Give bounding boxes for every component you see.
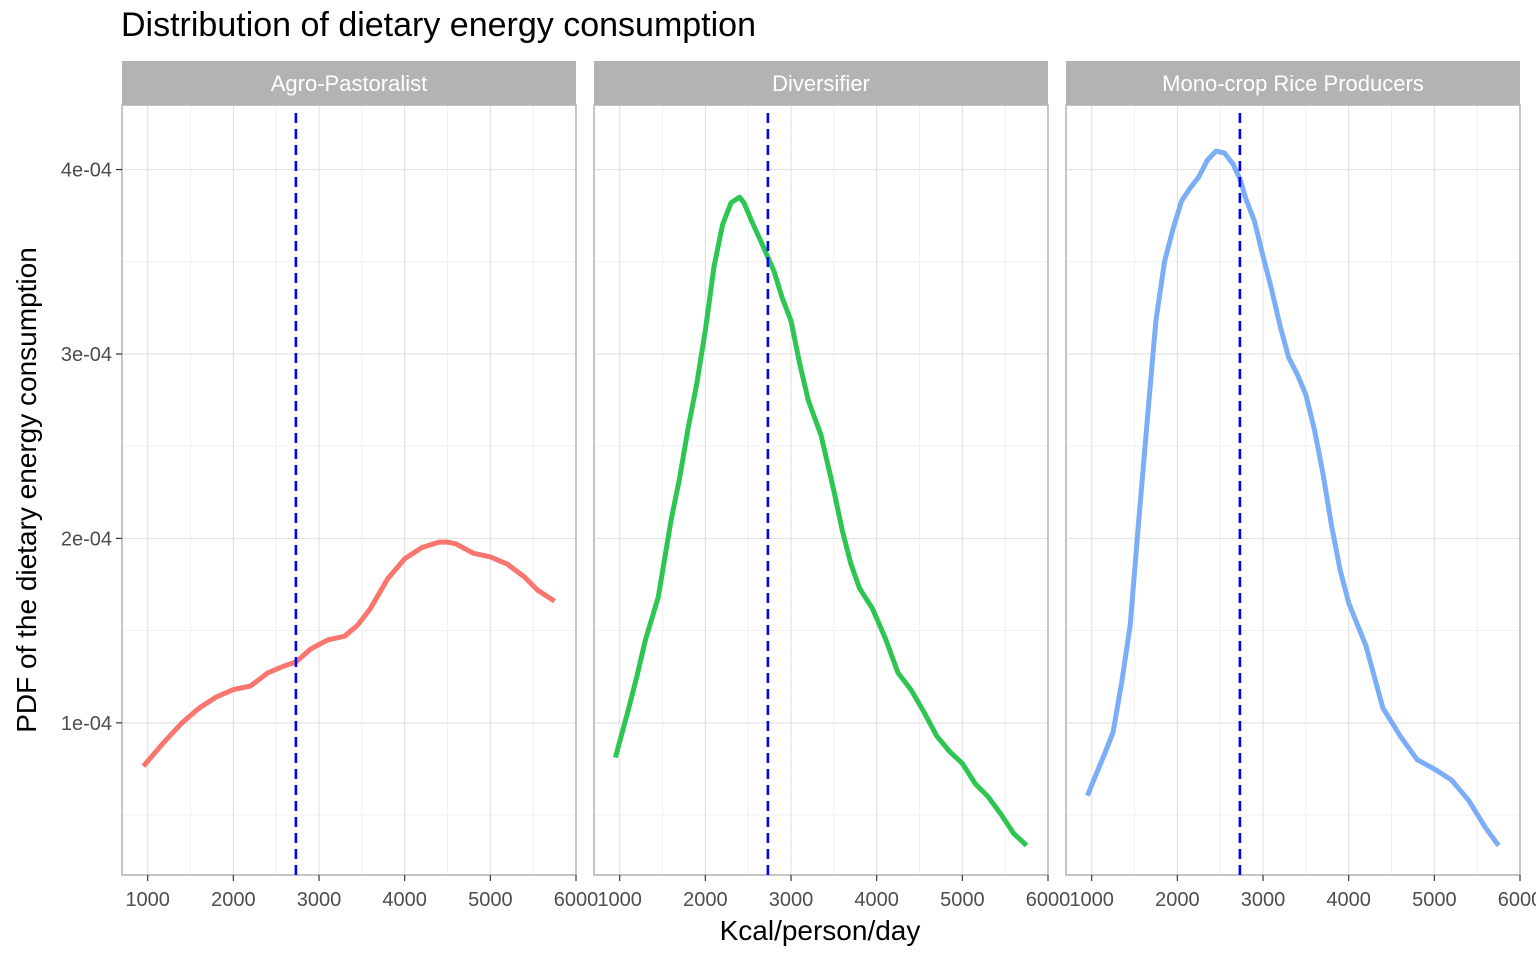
- series-line: [141, 539, 556, 768]
- facet-strip: [122, 61, 576, 105]
- x-tick-label: 6000: [554, 889, 599, 911]
- facet-panel: Mono-crop Rice Producers 1000 2000 3000 4000…: [1065, 61, 1536, 911]
- series-line: [1085, 148, 1501, 847]
- facet-panels: Agro-Pastoralist 1000 2000 3000 4000 5000 6000…: [121, 61, 1536, 911]
- x-tick-label: 4000: [854, 889, 899, 911]
- facet-strip: [594, 61, 1048, 105]
- panel-border: [1065, 104, 1521, 876]
- facet-panel: Diversifier 1000 2000 3000 4000 5000 6000: [593, 61, 1071, 911]
- panel-border: [121, 104, 577, 876]
- x-tick-label: 1000: [125, 889, 170, 911]
- x-tick-label: 1000: [1069, 889, 1114, 911]
- x-tick-label: 6000: [1498, 889, 1536, 911]
- chart-title: Distribution of dietary energy consumpti…: [121, 6, 756, 44]
- x-tick-label: 3000: [297, 889, 342, 911]
- y-axis: 1e-04 2e-04 3e-04 4e-04: [61, 160, 122, 735]
- facet-strip-label: Diversifier: [772, 71, 870, 96]
- x-tick-label: 4000: [382, 889, 427, 911]
- x-tick-label: 2000: [683, 889, 728, 911]
- x-tick-label: 3000: [769, 889, 814, 911]
- x-tick-label: 2000: [1155, 889, 1200, 911]
- x-tick-label: 5000: [940, 889, 985, 911]
- panel-border: [593, 104, 1049, 876]
- x-tick-label: 4000: [1326, 889, 1371, 911]
- y-tick-label: 1e-04: [61, 713, 112, 735]
- y-tick-label: 3e-04: [61, 344, 112, 366]
- facet-strip-label: Mono-crop Rice Producers: [1162, 71, 1424, 96]
- x-tick-label: 2000: [211, 889, 256, 911]
- facet-panel: Agro-Pastoralist 1000 2000 3000 4000 5000 6000: [121, 61, 599, 911]
- facet-strip-label: Agro-Pastoralist: [271, 71, 428, 96]
- x-tick-label: 6000: [1026, 889, 1071, 911]
- y-tick-label: 4e-04: [61, 160, 112, 182]
- series-line: [612, 194, 1029, 848]
- y-axis-title: PDF of the dietary energy consumption: [11, 247, 42, 733]
- x-tick-label: 3000: [1241, 889, 1286, 911]
- facet-strip: [1066, 61, 1520, 105]
- x-tick-label: 5000: [1412, 889, 1457, 911]
- x-tick-label: 1000: [597, 889, 642, 911]
- y-tick-label: 2e-04: [61, 528, 112, 550]
- x-tick-label: 5000: [468, 889, 513, 911]
- x-axis-title: Kcal/person/day: [720, 915, 921, 946]
